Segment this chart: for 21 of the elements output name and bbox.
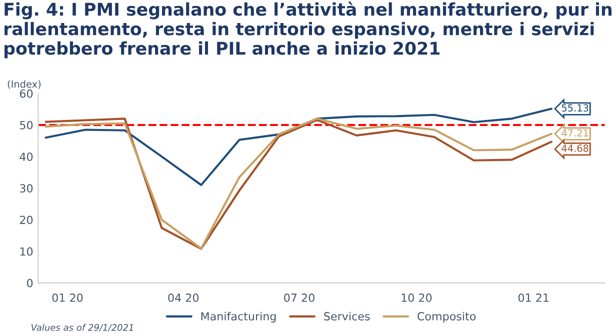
x-tick-label: 01 20 — [52, 294, 83, 302]
y-tick-label: 60 — [20, 89, 33, 98]
x-tick-label: 01 21 — [518, 294, 548, 302]
y-tick-label: 30 — [20, 184, 33, 193]
y-axis-title: (Index) — [8, 80, 41, 89]
x-tick-label: 10 20 — [402, 294, 432, 302]
legend-label: Services — [324, 312, 370, 320]
x-tick-label: 07 20 — [284, 294, 314, 302]
text: Values as of 29/1/2021 — [32, 324, 133, 332]
y-tick-label: 20 — [20, 216, 33, 224]
legend-label: Composito — [418, 312, 476, 323]
data-label: 55.13 — [562, 104, 588, 112]
y-tick-label: 0 — [26, 278, 33, 288]
x-tick-label: 04 20 — [168, 294, 199, 302]
y-tick-label: 10 — [20, 247, 33, 256]
legend-label: Manifacturing — [201, 312, 276, 323]
data-label: 44.68 — [562, 144, 588, 152]
chart-title: Fig. 4: I PMI segnalano che l’attività nel manifatturiero, pur in rallentamento, resta in territorio espansivo, mentre i servizi potrebbero frenare il PIL anche a inizio 2021 — [4, 2, 612, 58]
y-tick-label: 40 — [20, 152, 33, 161]
data-label: 47.21 — [562, 129, 588, 136]
y-tick-label: 50 — [20, 120, 33, 130]
